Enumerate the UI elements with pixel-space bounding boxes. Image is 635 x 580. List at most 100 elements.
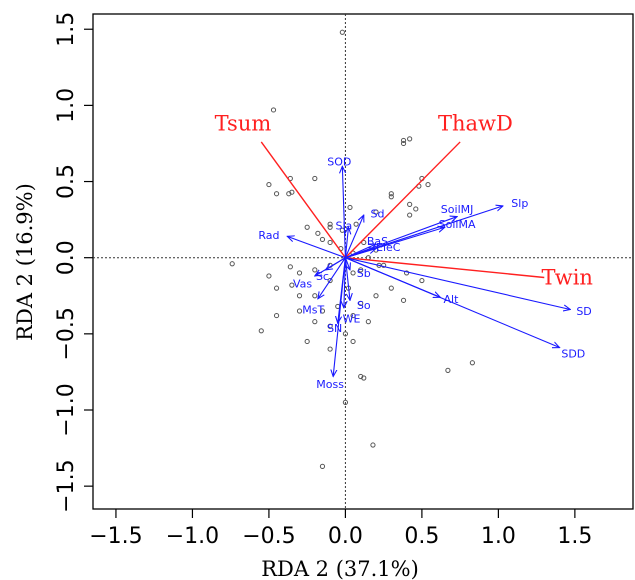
- site-point: [296, 308, 303, 314]
- site-point: [365, 319, 371, 325]
- site-point: [413, 206, 419, 212]
- site-point: [304, 338, 310, 345]
- site-point: [361, 375, 367, 381]
- env-label-thawd: ThawD: [438, 112, 513, 136]
- site-point: [370, 442, 376, 448]
- plot-area: [92, 13, 634, 510]
- site-point: [407, 201, 413, 207]
- site-point: [287, 264, 293, 270]
- species-label-vas: Vas: [293, 278, 312, 291]
- y-tick-label: −1.5: [54, 459, 79, 512]
- species-arrow-sla: [345, 227, 348, 258]
- site-point: [315, 230, 321, 236]
- site-point: [296, 270, 303, 276]
- env-arrow-twin: [345, 256, 545, 279]
- site-point: [312, 319, 318, 325]
- x-tick-label: −1.0: [166, 524, 219, 549]
- species-label-rad: Rad: [258, 229, 279, 242]
- site-point: [381, 262, 387, 268]
- species-label-sd: Sd: [371, 208, 385, 221]
- y-axis-title: RDA 2 (16.9%): [13, 183, 37, 341]
- env-label-twin: Twin: [541, 265, 592, 289]
- site-point: [296, 293, 303, 299]
- site-point: [361, 239, 367, 246]
- site-point: [358, 267, 364, 273]
- species-arrow-so: [344, 257, 350, 301]
- site-point: [327, 221, 333, 227]
- site-point: [327, 224, 333, 230]
- site-point: [400, 297, 407, 303]
- y-tick-label: 0.5: [54, 164, 79, 199]
- site-point: [373, 209, 379, 215]
- site-points: [229, 29, 475, 469]
- site-point: [273, 285, 280, 291]
- site-point: [388, 191, 394, 197]
- site-point: [445, 367, 451, 373]
- site-point: [266, 273, 272, 279]
- site-point: [258, 328, 264, 334]
- site-point: [273, 312, 280, 319]
- species-label-sla: Sla: [335, 220, 352, 233]
- y-tick-label: −1.0: [54, 383, 79, 436]
- site-point: [419, 277, 425, 284]
- site-point: [350, 312, 356, 319]
- site-point: [353, 221, 359, 227]
- y-tick-label: −0.5: [54, 307, 79, 360]
- site-point: [425, 181, 431, 188]
- species-arrow-elec: [345, 249, 376, 259]
- species-arrow-sc: [326, 257, 346, 270]
- species-label-sc: Sc: [316, 270, 329, 283]
- env-arrow-tsum: [260, 141, 346, 259]
- site-point: [469, 360, 475, 366]
- species-label-sod: SOD: [327, 156, 351, 169]
- site-point: [342, 331, 349, 337]
- site-point: [266, 181, 272, 188]
- site-point: [312, 293, 318, 299]
- species-arrow-we: [344, 257, 346, 308]
- species-label-sn: SN: [327, 322, 342, 335]
- species-arrow-sd: [344, 215, 363, 258]
- site-point: [339, 29, 345, 35]
- species-label-so: So: [357, 299, 371, 312]
- site-point: [407, 136, 413, 142]
- species-label-mst: MsT: [302, 303, 324, 316]
- species-label-alt: Alt: [444, 293, 460, 306]
- site-point: [327, 323, 333, 329]
- species-label-we: WE: [343, 313, 361, 326]
- site-point: [319, 308, 326, 314]
- species-label-moss: Moss: [316, 378, 344, 391]
- env-label-tsum: Tsum: [215, 112, 272, 136]
- x-tick-label: 1.5: [557, 524, 592, 549]
- species-label-bas: BaS: [367, 235, 388, 248]
- x-tick-label: −0.5: [242, 524, 295, 549]
- x-tick-label: 0.0: [328, 524, 363, 549]
- site-point: [289, 282, 295, 288]
- y-tick-label: 0.0: [54, 240, 79, 275]
- axis-ticks: −1.5 −1.0 −0.5 0.0 0.5 1.0 1.5 −1.5 −1.0 −0.5 0.0 0…: [54, 12, 592, 549]
- site-point: [327, 239, 333, 246]
- site-point: [270, 107, 277, 113]
- species-arrow-sdd: [345, 257, 559, 348]
- environmental-arrows: Tsum ThawD Twin: [215, 112, 593, 290]
- species-label-elec: EleC: [376, 241, 401, 254]
- site-point: [358, 300, 364, 306]
- site-point: [400, 137, 407, 144]
- site-point: [312, 175, 318, 182]
- y-tick-label: 1.0: [54, 88, 79, 123]
- site-point: [319, 463, 326, 469]
- species-label-soilmj: SoilMJ: [441, 203, 474, 216]
- site-point: [347, 204, 353, 211]
- x-tick-label: 1.0: [481, 524, 516, 549]
- site-point: [373, 293, 379, 299]
- species-arrow-bas: [345, 244, 376, 259]
- species-arrow-sod: [342, 166, 345, 258]
- site-point: [342, 399, 349, 405]
- species-arrow-rad: [287, 236, 346, 259]
- y-tick-label: 1.5: [54, 12, 79, 47]
- site-point: [273, 191, 280, 197]
- site-point: [286, 191, 292, 197]
- site-point: [350, 338, 356, 345]
- species-arrow-moss: [333, 257, 346, 377]
- site-point: [407, 212, 413, 218]
